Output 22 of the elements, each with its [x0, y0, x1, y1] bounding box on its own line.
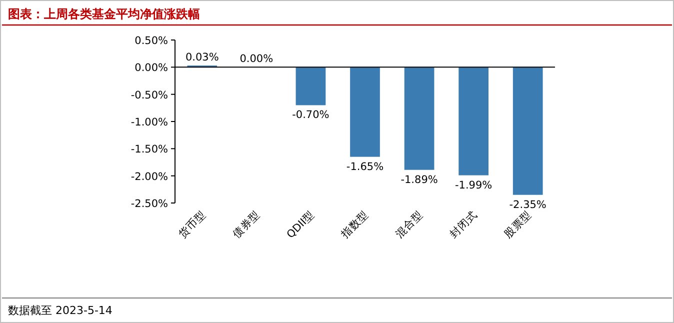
- y-tick-label: -2.50%: [130, 198, 168, 210]
- x-tick-label: 封闭式: [447, 208, 480, 240]
- y-tick-label: -2.00%: [130, 170, 168, 183]
- x-tick-label: 股票型: [502, 208, 534, 240]
- data-label: -0.70%: [292, 109, 330, 122]
- x-tick-label: 货币型: [176, 208, 208, 240]
- y-tick-label: 0.50%: [134, 35, 168, 47]
- y-tick-label: -0.50%: [130, 89, 168, 102]
- chart-title: 图表：上周各类基金平均净值涨跌幅: [8, 7, 200, 21]
- data-label: -1.65%: [346, 160, 384, 173]
- y-tick-label: -1.00%: [130, 116, 168, 128]
- x-tick-label: 指数型: [338, 208, 372, 242]
- text: 数据截至 2023-5-14: [8, 304, 112, 317]
- x-tick-label: 混合型: [392, 208, 426, 240]
- y-tick-label: -1.50%: [130, 144, 168, 156]
- data-label: 0.03%: [185, 52, 219, 64]
- x-tick-label: 债券型: [230, 208, 263, 240]
- data-label: 0.00%: [240, 53, 274, 66]
- data-label: -1.99%: [454, 179, 492, 192]
- y-tick-label: 0.00%: [134, 62, 168, 74]
- data-label: -2.35%: [509, 198, 546, 211]
- data-label: -1.89%: [400, 174, 438, 186]
